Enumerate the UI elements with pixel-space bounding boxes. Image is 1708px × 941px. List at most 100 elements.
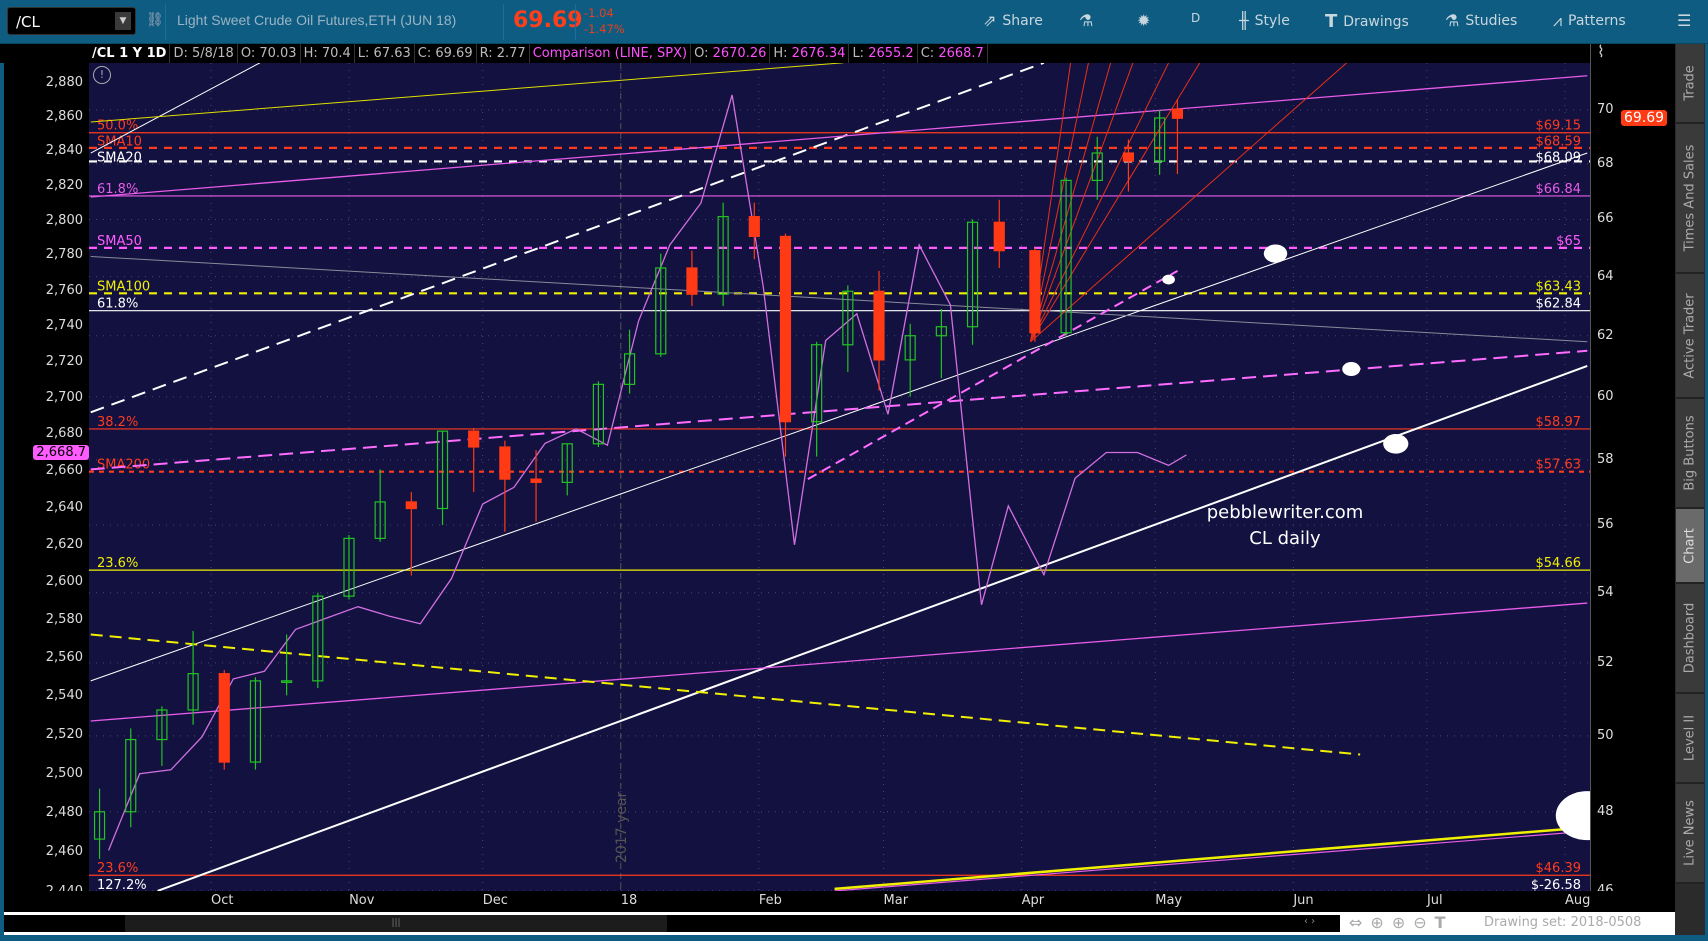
timeframe-button[interactable]: D (1191, 11, 1200, 25)
chart-plot-area[interactable]: 2017 year 50.0% SMA10 SMA20 61.8% SMA50 SMA100… (89, 63, 1590, 891)
sidebar-tab-trade[interactable]: Trade (1676, 44, 1704, 124)
right-axis-tick: 66 (1597, 211, 1614, 227)
bar-open: O: 70.03 (238, 44, 301, 63)
drawings-button[interactable]: T Drawings (1325, 11, 1409, 32)
sidebar-tab-chart[interactable]: Chart (1676, 509, 1704, 584)
candle (436, 430, 449, 526)
sidebar-tab-big-buttons[interactable]: Big Buttons (1676, 399, 1704, 509)
fan-line (1030, 63, 1201, 343)
left-price-axis[interactable]: 2,4402,4602,4802,5002,5202,5402,5602,580… (4, 63, 89, 899)
level-right-label: $63.43 (1536, 279, 1582, 294)
patterns-button[interactable]: ⩘ Patterns (1553, 11, 1626, 31)
candle-body (468, 430, 480, 448)
time-axis-tick: 18 (620, 893, 638, 908)
level-right-label: $54.66 (1536, 556, 1582, 571)
last-price: 69.69 (513, 8, 583, 33)
studies-button[interactable]: ⚗ Studies (1445, 11, 1517, 30)
sidebar-tab-dashboard[interactable]: Dashboard (1676, 584, 1704, 694)
time-axis-tick: Apr (1021, 893, 1045, 908)
level-right-label: $69.15 (1536, 119, 1582, 134)
candle (218, 670, 230, 770)
level-left-label: 23.6% (97, 861, 138, 876)
candle-body (436, 430, 449, 510)
left-axis-tick: 2,560 (45, 649, 83, 665)
net-change: -1.04 (584, 6, 614, 20)
level-left-label: SMA20 (97, 151, 142, 166)
candle-body (312, 595, 324, 682)
horizontal-scrollbar[interactable]: ||| ‹ › (4, 915, 1340, 932)
right-sidebar: Trade Times And Sales Active Trader Big But… (1675, 44, 1705, 935)
sidebar-tab-level-ii[interactable]: Level II (1676, 694, 1704, 784)
style-button[interactable]: ╫ Style (1239, 11, 1290, 30)
comparison-spx-line (107, 94, 1187, 851)
trendline (90, 255, 1588, 343)
bar-range: R: 2.77 (477, 44, 530, 63)
candle-body (1171, 108, 1184, 119)
left-axis-tick: 2,540 (45, 688, 83, 704)
left-axis-tick: 2,480 (45, 804, 83, 820)
candle (1091, 136, 1103, 200)
candle (904, 323, 916, 397)
share-button[interactable]: ⇗ Share (983, 11, 1043, 30)
level-left-label: 23.6% (97, 556, 138, 571)
candle-body (343, 537, 355, 597)
drawing-set-label[interactable]: Drawing set: 2018-0508 (1484, 915, 1642, 930)
watermark-text: pebblewriter.com (1207, 502, 1364, 523)
candle (1029, 247, 1041, 342)
zoom-out-icon[interactable]: ⊖ (1413, 913, 1427, 932)
left-axis-tick: 2,500 (45, 765, 83, 781)
time-axis[interactable]: Oct Nov Dec 18 Feb Mar Apr May Jun Jul Aug (4, 891, 1675, 912)
sidebar-tab-label: Trade (1682, 65, 1698, 101)
menu-button[interactable]: ☰ (1677, 11, 1691, 30)
cmp-close: C: 2668.7 (918, 44, 988, 63)
style-label: Style (1254, 12, 1290, 29)
candle (655, 253, 667, 357)
chart-title: /CL 1 Y 1D (89, 44, 171, 63)
text-tool-icon[interactable]: T (1434, 913, 1446, 932)
trendline (90, 63, 261, 154)
symbol-dropdown-icon[interactable]: ▼ (115, 12, 131, 30)
level-left-label: 127.2% (97, 878, 147, 891)
left-axis-tick: 2,800 (45, 212, 83, 228)
candle (125, 728, 137, 828)
sidebar-tab-label: Level II (1682, 714, 1698, 762)
level-left-label: 61.8% (97, 182, 138, 197)
right-axis-tick: 48 (1597, 803, 1614, 819)
left-axis-tick: 2,460 (45, 844, 83, 860)
white-marker-dot (1383, 434, 1409, 454)
flask-icon: ⚗ (1079, 11, 1094, 30)
candle (1171, 99, 1184, 175)
scale-settings-icon[interactable]: ⌇ (1597, 42, 1605, 61)
right-price-axis[interactable]: ⌇ 4648505254565860626466687069.69 (1590, 42, 1675, 912)
settings-button[interactable]: ✹ (1137, 11, 1150, 30)
candle-body (623, 353, 636, 385)
chart-tools: ⇔ ⊕ ⊕ ⊖ T (1349, 913, 1446, 932)
pan-icon[interactable]: ⇔ (1349, 913, 1363, 932)
crosshair-icon[interactable]: ⊕ (1370, 913, 1384, 932)
sidebar-tab-active-trader[interactable]: Active Trader (1676, 274, 1704, 399)
scroll-arrows-icon[interactable]: ‹ › (1304, 916, 1316, 927)
scrollbar-thumb[interactable]: ||| (125, 915, 667, 932)
cmp-low-label: L: (852, 46, 865, 61)
sidebar-tab-live-news[interactable]: Live News (1676, 784, 1704, 884)
symbol-input[interactable]: /CL ▼ (7, 7, 136, 35)
candle-body (748, 216, 760, 238)
flask-button[interactable]: ⚗ (1079, 11, 1093, 30)
cmp-high: H: 2676.34 (770, 44, 850, 63)
chart-info-row: /CL 1 Y 1D D: 5/8/18 O: 70.03 H: 70.4 L: 67.… (0, 44, 1590, 63)
sidebar-tab-times-and-sales[interactable]: Times And Sales (1676, 124, 1704, 274)
sidebar-tab-label: Big Buttons (1682, 415, 1698, 491)
link-icon[interactable]: ⛓ (146, 12, 164, 28)
cmp-high-value: 2676.34 (791, 46, 846, 61)
divider (575, 4, 576, 40)
zoom-in-icon[interactable]: ⊕ (1391, 913, 1406, 932)
alert-info-icon[interactable]: ! (93, 66, 111, 84)
level-left-label: 38.2% (97, 415, 138, 430)
cmp-close-value: 2668.7 (938, 46, 984, 61)
symbol-value: /CL (16, 13, 40, 31)
candle-body (187, 673, 199, 711)
right-axis-tick: 60 (1597, 388, 1614, 404)
candle-body (281, 680, 293, 683)
candle (343, 535, 355, 600)
share-icon: ⇗ (983, 11, 997, 30)
